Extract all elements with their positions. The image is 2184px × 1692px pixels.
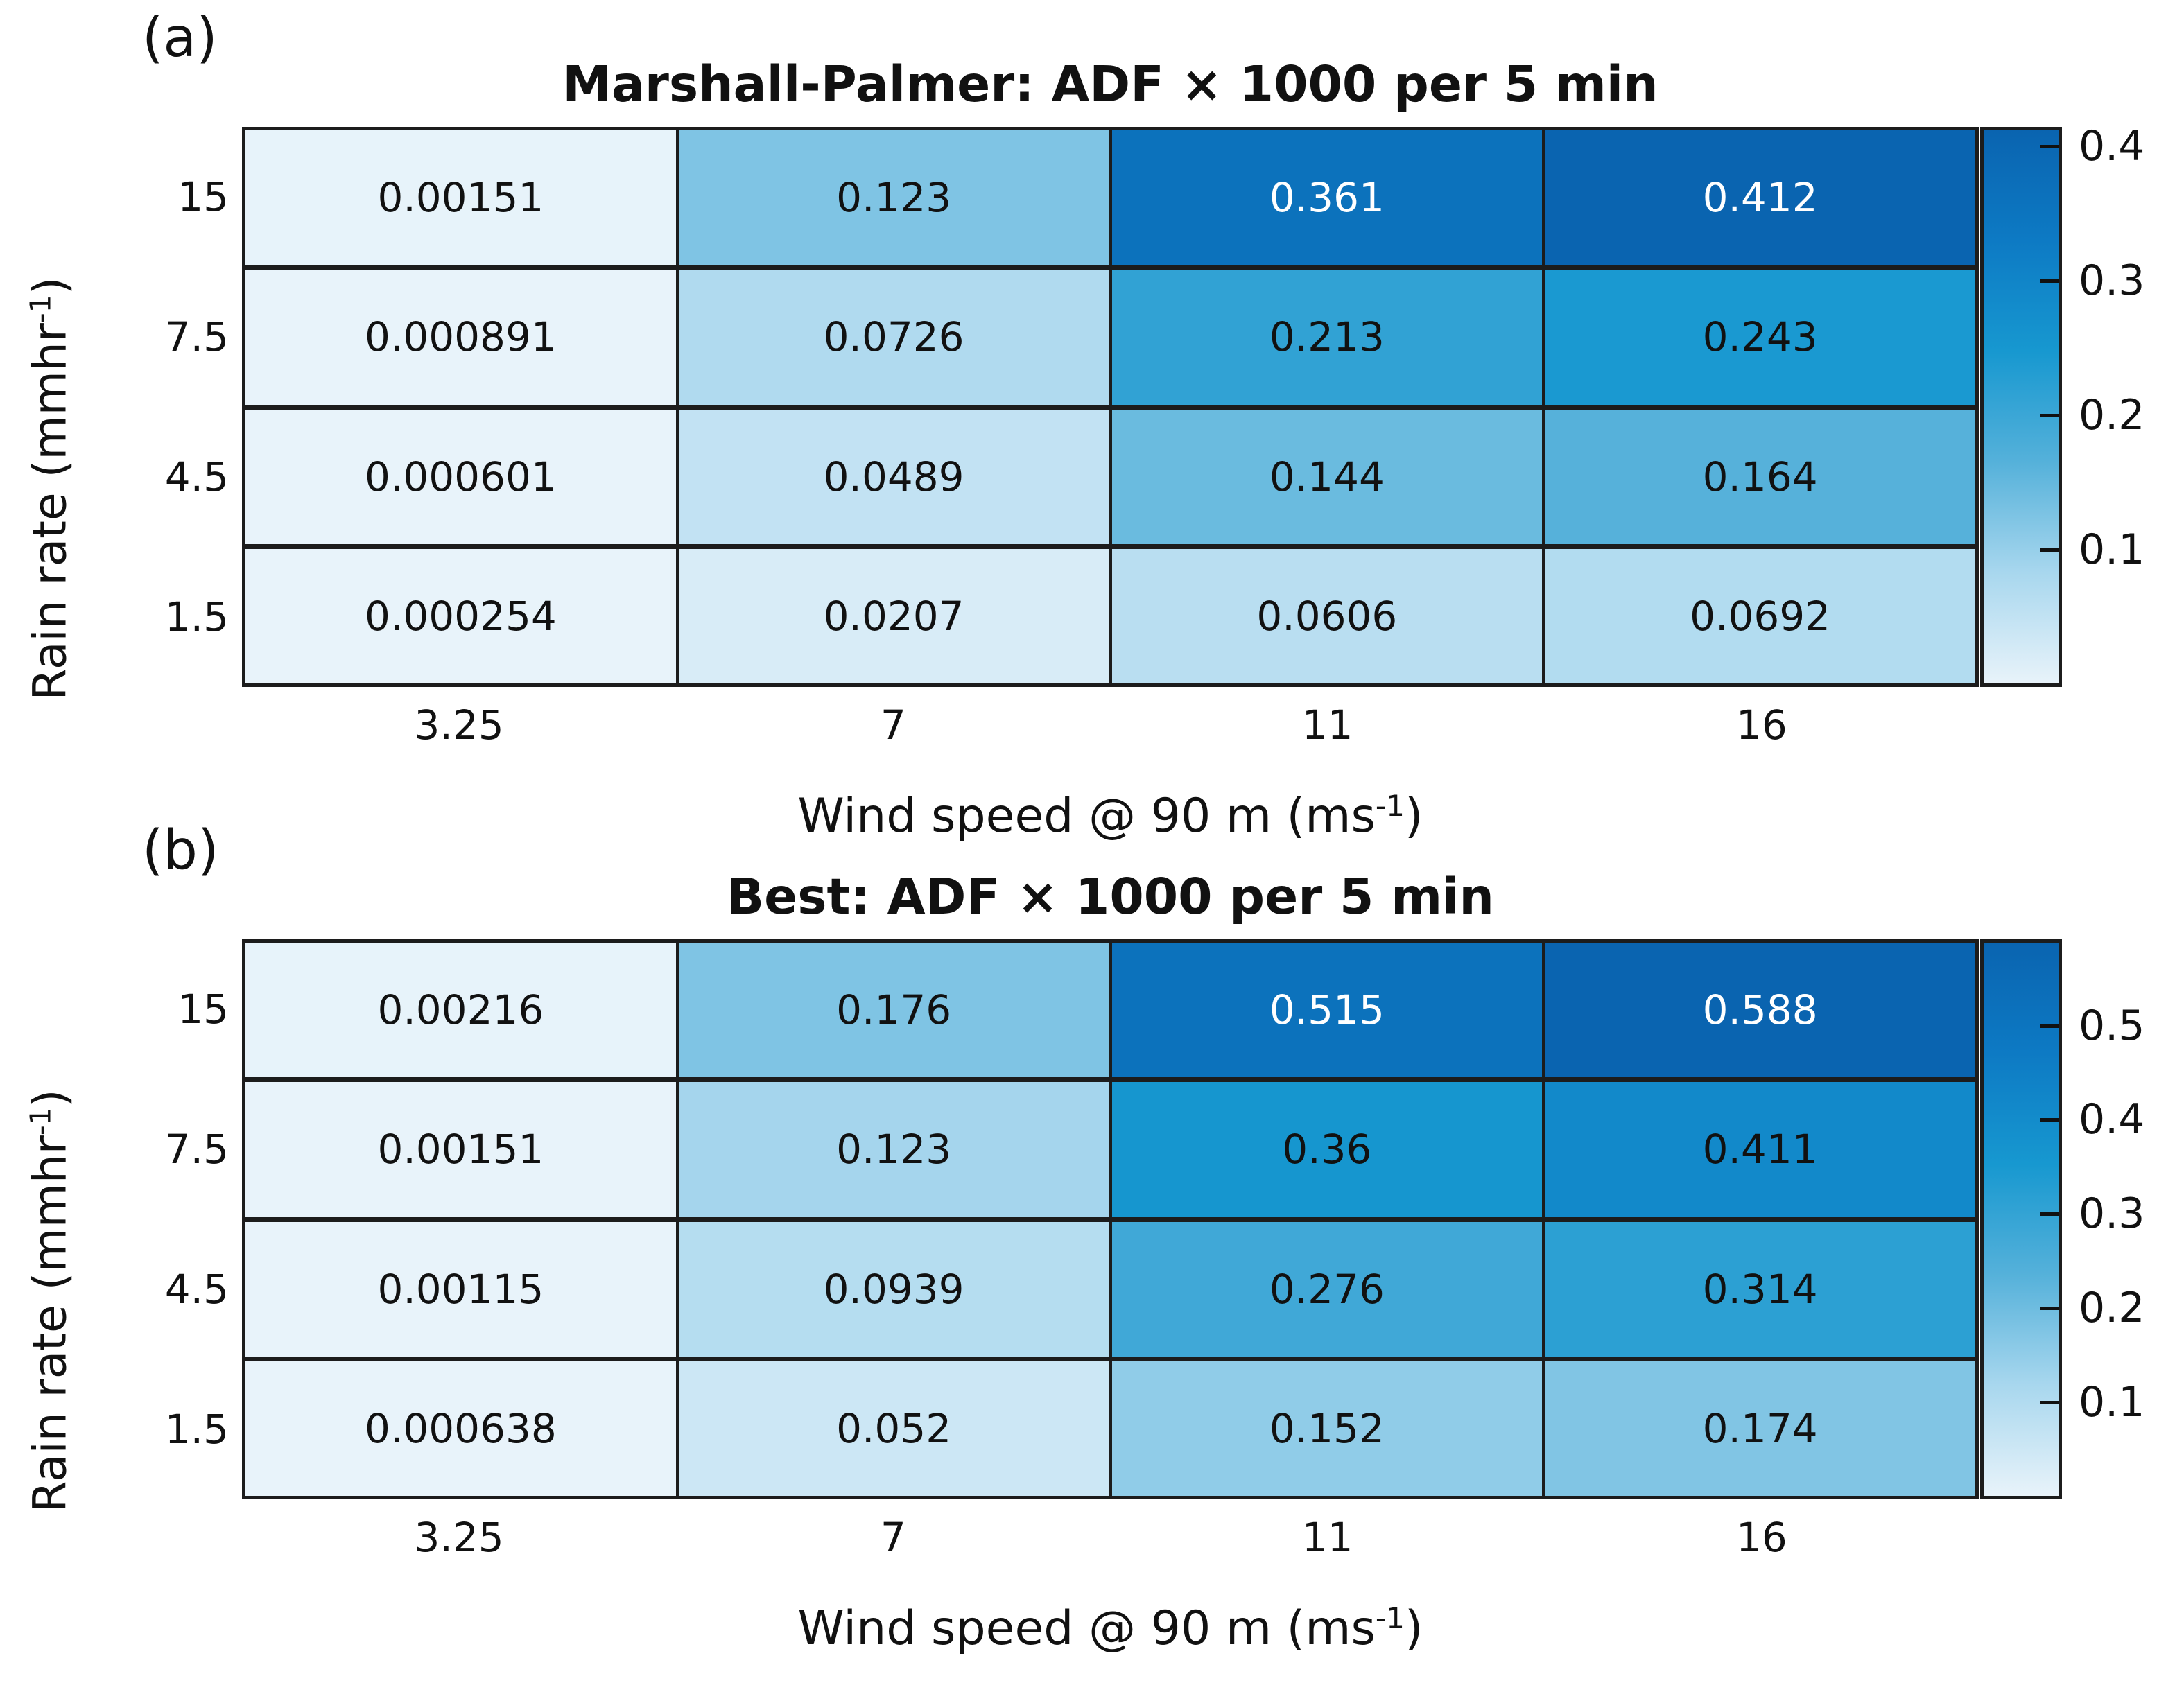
- y-axis-label-close: ): [23, 277, 77, 295]
- heatmap-cell-r0-c0: 0.00216: [245, 943, 676, 1078]
- colorbar-tick-label-0.5: 0.5: [2079, 1001, 2145, 1050]
- y-axis-label-text: Rain rate (mmhr: [23, 1135, 77, 1513]
- x-axis-label-close: ): [1404, 789, 1423, 844]
- colorbar-tick-mark: [2040, 145, 2059, 149]
- x-tick-label-11: 11: [1301, 1514, 1353, 1561]
- colorbar-tick-label-0.4: 0.4: [2079, 1095, 2145, 1144]
- heatmap-cell-r3-c1: 0.0207: [678, 548, 1109, 683]
- heatmap-cell-r1-c1: 0.0726: [678, 270, 1109, 405]
- heatmap-cell-r0-c0: 0.00151: [245, 130, 676, 265]
- x-axis-label: Wind speed @ 90 m (ms-1): [242, 1601, 1979, 1656]
- heatmap-cell-r1-c3: 0.411: [1545, 1082, 1975, 1217]
- colorbar-tick-label-0.2: 0.2: [2079, 1284, 2145, 1333]
- heatmap-cell-r2-c2: 0.144: [1111, 409, 1543, 544]
- x-axis-label-close: ): [1404, 1601, 1423, 1656]
- heatmap-cell-r3-c2: 0.0606: [1111, 548, 1543, 683]
- colorbar-tick-mark: [2040, 1212, 2059, 1216]
- x-axis-label-sup: -1: [1375, 1601, 1405, 1635]
- heatmap-cell-r0-c1: 0.176: [678, 943, 1109, 1078]
- y-axis-label-sup: -1: [24, 1107, 57, 1136]
- colorbar-tick-label-0.3: 0.3: [2079, 256, 2145, 306]
- heatmap-cell-r1-c0: 0.000891: [245, 270, 676, 405]
- y-tick-label-7.5: 7.5: [164, 313, 229, 360]
- x-tick-label-16: 16: [1735, 1514, 1787, 1561]
- colorbar-tick-mark: [2040, 279, 2059, 284]
- heatmap-cell-r1-c2: 0.36: [1111, 1082, 1543, 1217]
- heatmap-cell-r0-c3: 0.412: [1545, 130, 1975, 265]
- colorbar-tick-label-0.2: 0.2: [2079, 390, 2145, 439]
- y-axis-label-text: Rain rate (mmhr: [23, 323, 77, 701]
- x-tick-label-7: 7: [880, 701, 906, 749]
- panel-b-tag: (b): [142, 819, 219, 882]
- y-tick-label-1.5: 1.5: [164, 1406, 229, 1453]
- heatmap-cell-r3-c3: 0.0692: [1545, 548, 1975, 683]
- y-tick-label-4.5: 4.5: [164, 1266, 229, 1313]
- heatmap-cell-r2-c1: 0.0489: [678, 409, 1109, 544]
- heatmap-cell-r3-c1: 0.052: [678, 1361, 1109, 1496]
- x-axis-label-text: Wind speed @ 90 m (ms: [797, 789, 1376, 844]
- y-tick-label-15: 15: [177, 173, 229, 220]
- heatmap-cell-r2-c0: 0.000601: [245, 409, 676, 544]
- heatmap-cell-r2-c2: 0.276: [1111, 1221, 1543, 1357]
- y-tick-label-15: 15: [177, 986, 229, 1033]
- colorbar-tick-mark: [2040, 1307, 2059, 1311]
- x-tick-label-7: 7: [880, 1514, 906, 1561]
- y-tick-label-4.5: 4.5: [164, 453, 229, 500]
- heatmap-cell-r1-c0: 0.00151: [245, 1082, 676, 1217]
- heatmap-cell-r0-c1: 0.123: [678, 130, 1109, 265]
- x-axis-label: Wind speed @ 90 m (ms-1): [242, 789, 1979, 844]
- colorbar-tick-label-0.4: 0.4: [2079, 122, 2145, 171]
- heatmap-cell-r2-c3: 0.314: [1545, 1221, 1975, 1357]
- heatmap-cell-r2-c1: 0.0939: [678, 1221, 1109, 1357]
- heatmap-grid-b: 0.00216 0.176 0.515 0.588 0.00151 0.123 0.36 0.…: [242, 939, 1979, 1499]
- y-axis-label-sup: -1: [24, 295, 57, 324]
- y-tick-label-7.5: 7.5: [164, 1126, 229, 1173]
- heatmap-cell-r0-c2: 0.515: [1111, 943, 1543, 1078]
- colorbar-tick-mark: [2040, 1118, 2059, 1122]
- panel-b-title: Best: ADF × 1000 per 5 min: [727, 868, 1494, 925]
- x-tick-label-3.25: 3.25: [414, 1514, 504, 1561]
- colorbar-b: [1980, 939, 2062, 1499]
- x-axis-label-text: Wind speed @ 90 m (ms: [797, 1601, 1376, 1656]
- heatmap-cell-r0-c2: 0.361: [1111, 130, 1543, 265]
- heatmap-cell-r1-c1: 0.123: [678, 1082, 1109, 1217]
- x-tick-label-11: 11: [1301, 701, 1353, 749]
- colorbar-a: [1980, 127, 2062, 687]
- colorbar-tick-mark: [2040, 413, 2059, 417]
- heatmap-cell-r3-c3: 0.174: [1545, 1361, 1975, 1496]
- x-tick-label-3.25: 3.25: [414, 701, 504, 749]
- heatmap-cell-r1-c3: 0.243: [1545, 270, 1975, 405]
- x-tick-label-16: 16: [1735, 701, 1787, 749]
- x-axis-label-sup: -1: [1375, 788, 1405, 823]
- panel-a-tag: (a): [142, 7, 218, 69]
- colorbar-tick-label-0.1: 0.1: [2079, 1378, 2145, 1427]
- colorbar-tick-mark: [2040, 1024, 2059, 1028]
- heatmap-cell-r3-c0: 0.000638: [245, 1361, 676, 1496]
- heatmap-grid-a: 0.00151 0.123 0.361 0.412 0.000891 0.0726 0.21…: [242, 127, 1979, 687]
- heatmap-cell-r2-c3: 0.164: [1545, 409, 1975, 544]
- colorbar-tick-mark: [2040, 548, 2059, 552]
- heatmap-cell-r1-c2: 0.213: [1111, 270, 1543, 405]
- heatmap-cell-r3-c0: 0.000254: [245, 548, 676, 683]
- heatmap-cell-r3-c2: 0.152: [1111, 1361, 1543, 1496]
- colorbar-tick-label-0.3: 0.3: [2079, 1189, 2145, 1239]
- panel-a-title: Marshall-Palmer: ADF × 1000 per 5 min: [562, 55, 1658, 113]
- panel-b: (b) Best: ADF × 1000 per 5 min Rain rate…: [0, 812, 2184, 1692]
- panel-a: (a) Marshall-Palmer: ADF × 1000 per 5 mi…: [23, 7, 2145, 844]
- heatmap-cell-r2-c0: 0.00115: [245, 1221, 676, 1357]
- colorbar-tick-mark: [2040, 1401, 2059, 1404]
- y-tick-label-1.5: 1.5: [164, 593, 229, 640]
- colorbar-tick-label-0.1: 0.1: [2079, 525, 2145, 574]
- y-axis-label-close: ): [23, 1089, 77, 1108]
- heatmap-cell-r0-c3: 0.588: [1545, 943, 1975, 1078]
